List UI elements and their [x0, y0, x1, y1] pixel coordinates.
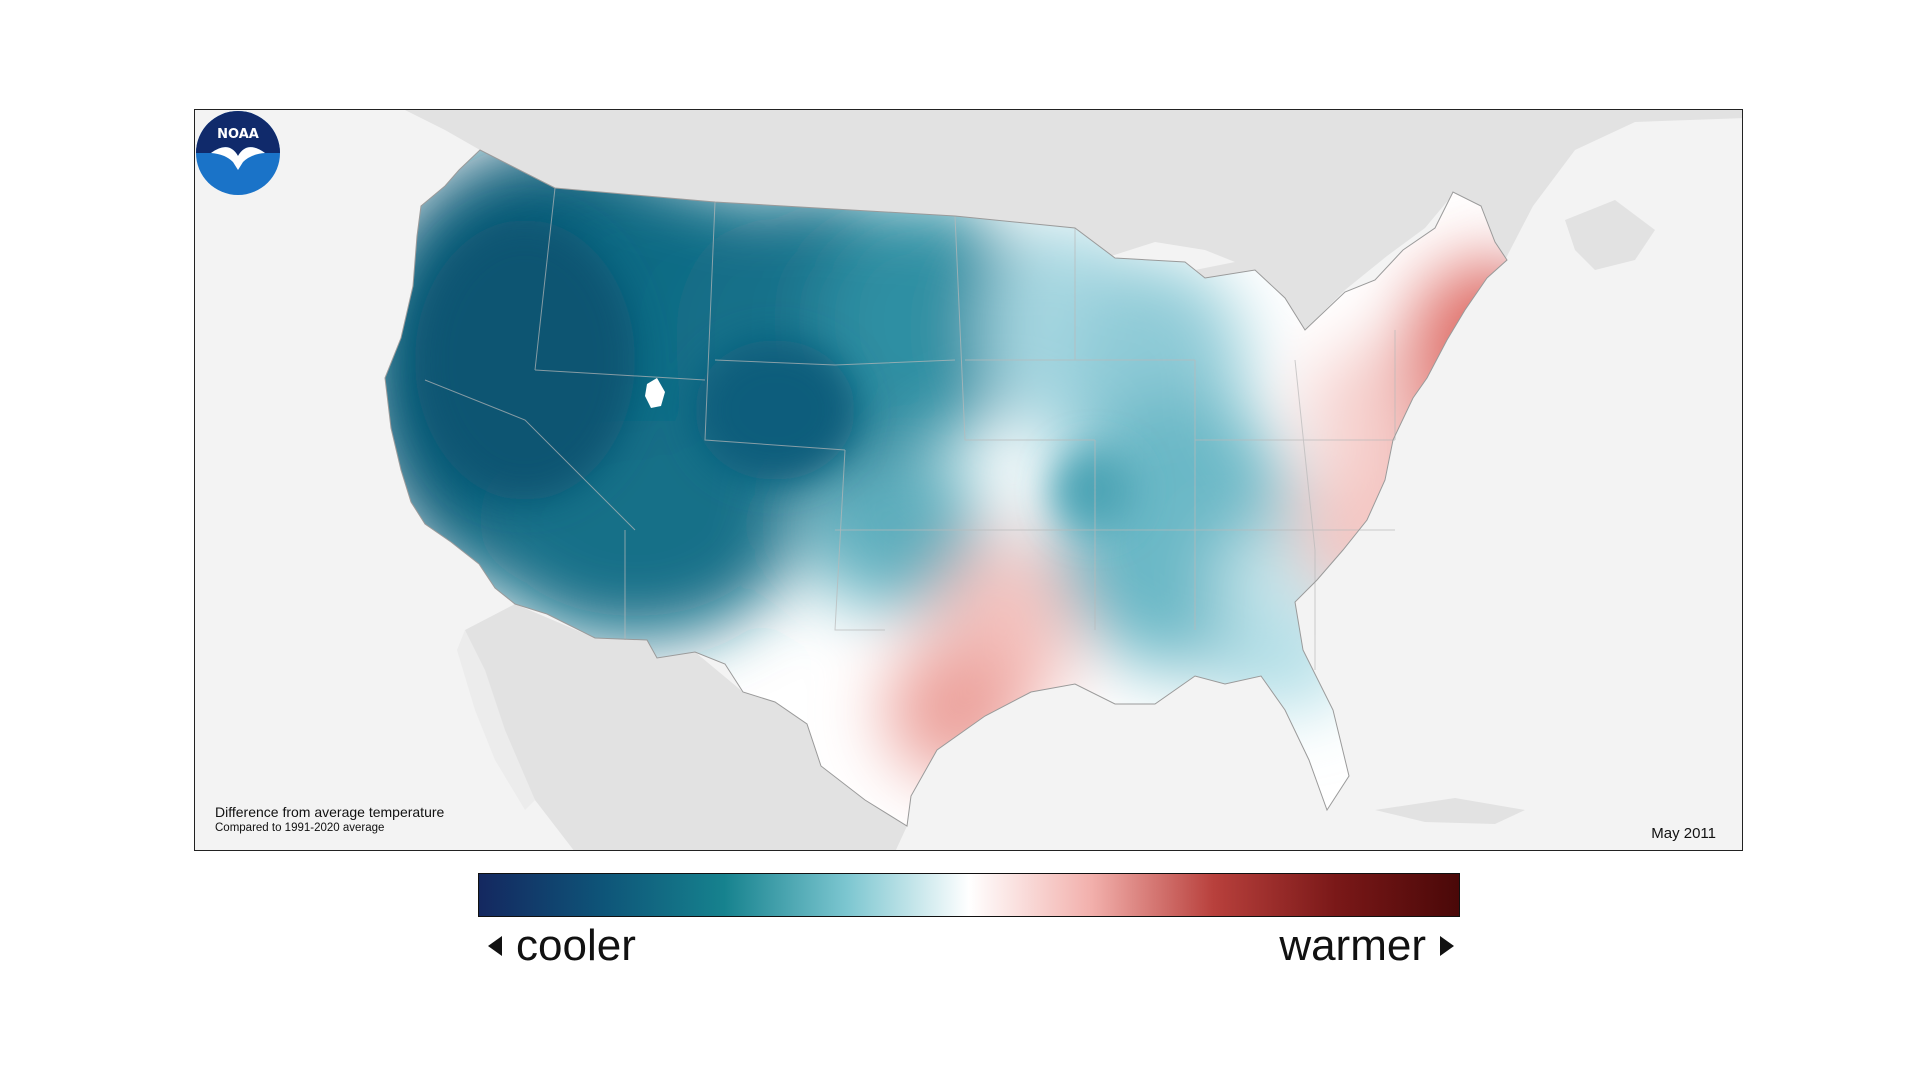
caption-title: Difference from average temperature — [215, 804, 445, 820]
surrounding-land — [405, 110, 1742, 850]
legend-warmer-label: warmer — [1279, 921, 1426, 970]
temperature-map: Difference from average temperature Comp… — [194, 109, 1743, 851]
noaa-logo-icon: NOAA — [196, 111, 280, 195]
state-boundaries — [424, 187, 1396, 670]
great-salt-lake — [645, 378, 665, 408]
arrow-right-icon — [1440, 936, 1454, 956]
arrow-left-icon — [488, 936, 502, 956]
caption-subtitle: Compared to 1991-2020 average — [215, 822, 385, 834]
map-caption: Difference from average temperature Comp… — [215, 803, 444, 836]
noaa-logo-text: NOAA — [217, 127, 259, 142]
conus-outline — [384, 149, 1508, 827]
legend-warmer: warmer — [1279, 918, 1454, 974]
legend-cooler: cooler — [488, 918, 636, 974]
map-date: May 2011 — [1651, 825, 1716, 842]
map-graphic — [384, 110, 1742, 850]
color-scale-bar — [478, 873, 1460, 917]
legend-cooler-label: cooler — [516, 921, 636, 970]
